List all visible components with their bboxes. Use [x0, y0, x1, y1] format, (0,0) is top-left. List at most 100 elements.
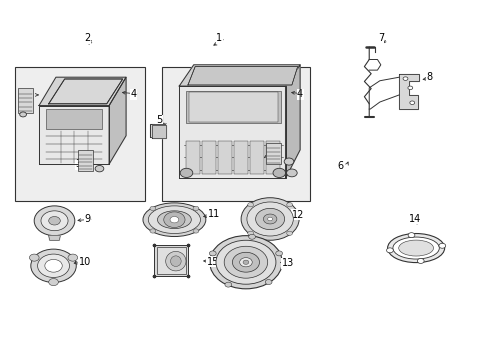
Circle shape	[246, 202, 293, 236]
Circle shape	[438, 243, 445, 248]
Circle shape	[49, 279, 58, 285]
Bar	[234, 141, 247, 174]
Bar	[153, 244, 188, 276]
Text: 12: 12	[291, 210, 303, 220]
Circle shape	[241, 198, 299, 240]
Ellipse shape	[392, 237, 438, 259]
Bar	[15, 67, 145, 201]
Text: 7: 7	[377, 33, 383, 43]
Bar	[186, 141, 200, 174]
Circle shape	[95, 166, 103, 172]
Circle shape	[150, 206, 156, 211]
Bar	[218, 141, 231, 174]
Text: 4: 4	[296, 89, 303, 99]
Circle shape	[209, 251, 216, 256]
Bar	[156, 247, 185, 274]
Circle shape	[263, 214, 276, 224]
Polygon shape	[49, 79, 122, 104]
Ellipse shape	[170, 256, 181, 266]
Polygon shape	[39, 105, 109, 164]
Polygon shape	[187, 67, 297, 85]
Bar	[78, 150, 93, 171]
Circle shape	[193, 206, 199, 211]
Bar	[202, 141, 216, 174]
Polygon shape	[179, 86, 285, 178]
Text: 1: 1	[216, 33, 222, 43]
Circle shape	[407, 86, 412, 90]
Circle shape	[193, 229, 199, 233]
Circle shape	[407, 233, 414, 238]
Polygon shape	[179, 65, 300, 86]
Circle shape	[267, 217, 272, 221]
Circle shape	[29, 254, 39, 261]
Ellipse shape	[387, 234, 444, 262]
Text: 2: 2	[83, 33, 90, 43]
Polygon shape	[109, 77, 126, 164]
Polygon shape	[151, 125, 166, 138]
Polygon shape	[150, 124, 164, 137]
Circle shape	[45, 260, 62, 272]
Circle shape	[264, 280, 271, 284]
Circle shape	[68, 254, 78, 261]
Text: 15: 15	[206, 257, 219, 266]
Text: 11: 11	[207, 209, 220, 219]
Bar	[18, 88, 33, 113]
Circle shape	[247, 231, 253, 235]
Circle shape	[286, 231, 292, 235]
Bar	[265, 144, 280, 164]
Ellipse shape	[142, 203, 205, 237]
Circle shape	[386, 248, 392, 253]
Text: 10: 10	[79, 257, 91, 267]
Circle shape	[286, 169, 297, 177]
Bar	[186, 91, 280, 123]
Text: 8: 8	[425, 72, 431, 82]
Circle shape	[402, 77, 407, 80]
Text: 3: 3	[255, 154, 262, 164]
Circle shape	[284, 158, 293, 165]
Text: 13: 13	[281, 258, 294, 268]
Circle shape	[286, 203, 292, 207]
Polygon shape	[398, 74, 418, 109]
Circle shape	[416, 258, 423, 264]
Bar	[250, 141, 264, 174]
Circle shape	[248, 234, 255, 239]
Circle shape	[247, 203, 253, 207]
Circle shape	[239, 258, 252, 267]
Bar	[46, 109, 102, 129]
Text: 6: 6	[336, 161, 343, 171]
Text: 9: 9	[84, 214, 90, 224]
Circle shape	[209, 236, 282, 289]
Circle shape	[232, 252, 259, 272]
Circle shape	[170, 216, 179, 223]
Polygon shape	[39, 77, 126, 105]
Text: 4: 4	[130, 89, 136, 99]
Text: 3: 3	[75, 159, 81, 169]
Circle shape	[31, 249, 76, 283]
Text: 3: 3	[193, 104, 199, 114]
Ellipse shape	[148, 206, 200, 234]
Circle shape	[224, 282, 231, 287]
Bar	[188, 93, 278, 122]
Text: 3: 3	[25, 90, 31, 100]
Circle shape	[272, 168, 285, 177]
Circle shape	[255, 208, 284, 230]
Circle shape	[163, 212, 184, 228]
Circle shape	[34, 206, 75, 236]
Text: 14: 14	[407, 214, 420, 224]
Circle shape	[275, 251, 282, 256]
Polygon shape	[285, 65, 300, 178]
Bar	[265, 141, 279, 174]
Bar	[162, 67, 309, 201]
Text: 5: 5	[156, 116, 162, 125]
Circle shape	[224, 246, 267, 278]
Circle shape	[150, 229, 156, 233]
Ellipse shape	[157, 211, 191, 229]
Polygon shape	[49, 236, 60, 240]
Ellipse shape	[398, 240, 433, 256]
Circle shape	[49, 216, 60, 225]
Circle shape	[409, 101, 414, 104]
Circle shape	[20, 112, 26, 117]
Circle shape	[243, 260, 248, 264]
Circle shape	[41, 211, 68, 231]
Circle shape	[216, 240, 275, 284]
